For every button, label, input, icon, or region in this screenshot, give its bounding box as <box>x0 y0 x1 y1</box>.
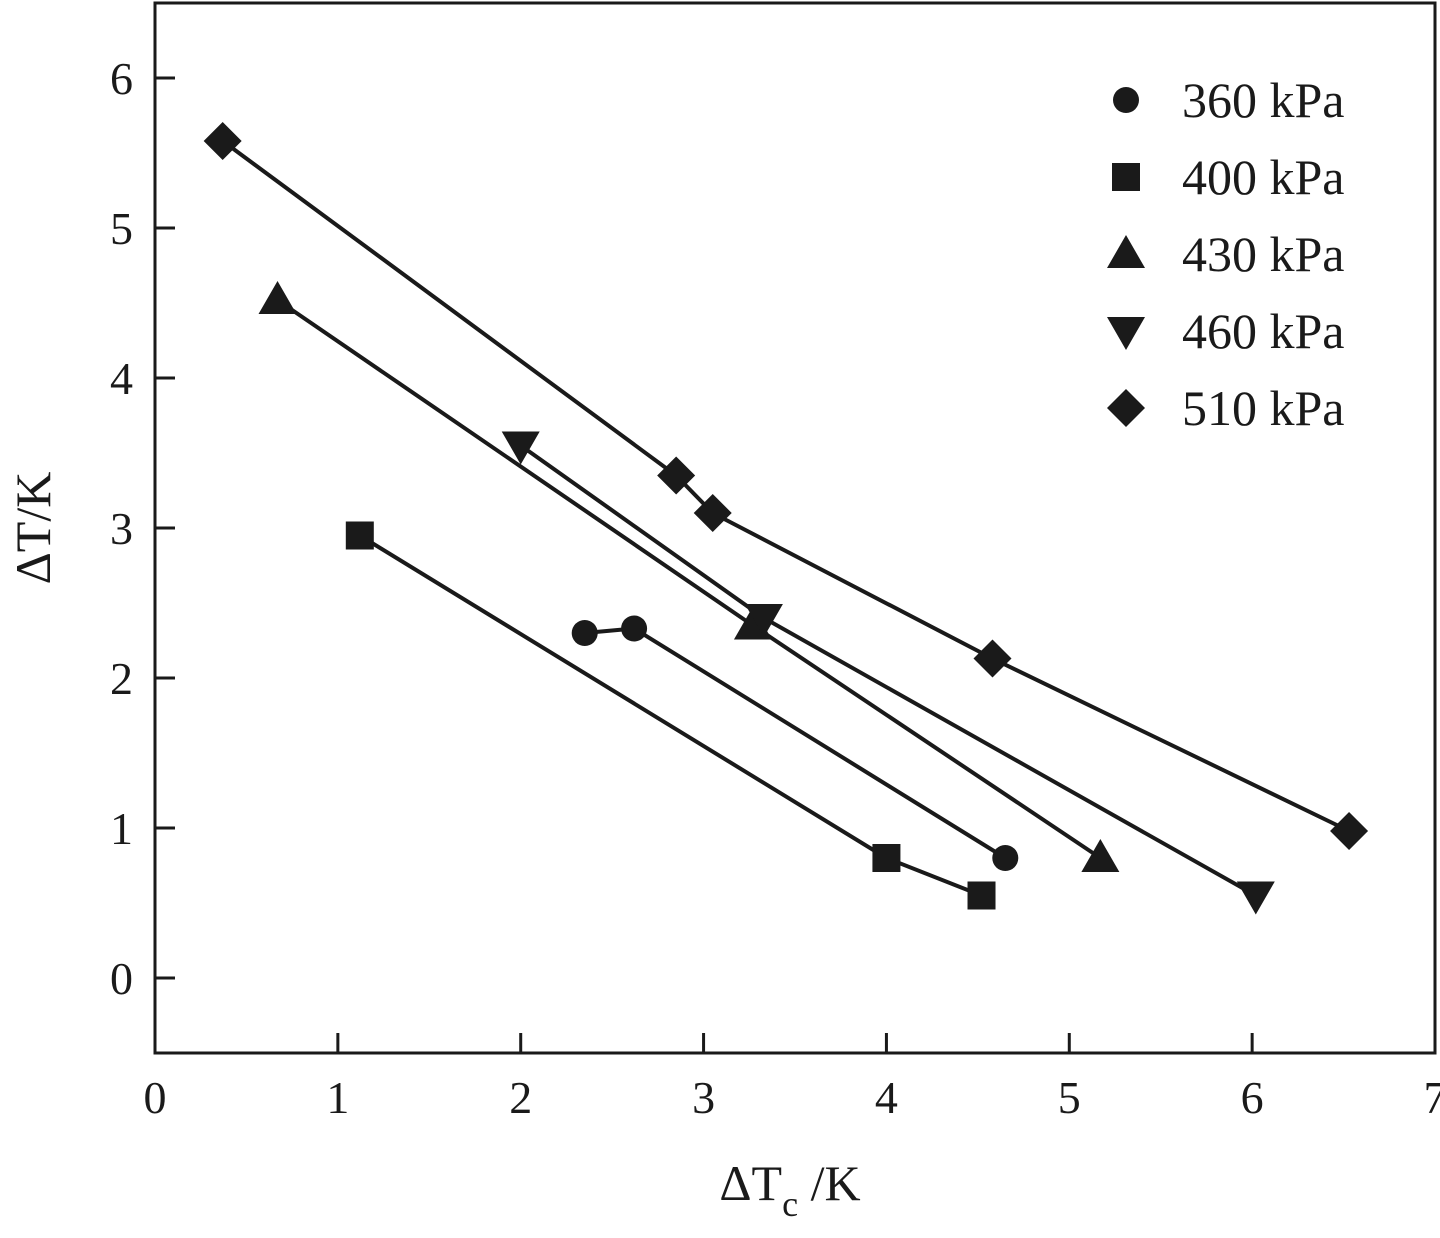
legend-marker <box>1113 87 1139 113</box>
data-point <box>345 521 374 550</box>
series-line-0 <box>584 626 1007 860</box>
data-point <box>621 615 648 642</box>
x-tick-label: 3 <box>692 1072 715 1123</box>
legend-marker <box>1107 235 1145 268</box>
legend-label: 510 kPa <box>1182 380 1345 436</box>
series-line-4 <box>221 139 1350 833</box>
data-point <box>203 122 242 160</box>
legend-label: 460 kPa <box>1182 303 1345 359</box>
y-tick-label: 4 <box>110 353 133 404</box>
x-axis-label-unit: /K <box>798 1155 861 1211</box>
series-line-2 <box>276 298 1102 860</box>
data-point <box>1081 839 1120 872</box>
x-tick-label: 7 <box>1424 1072 1440 1123</box>
data-point <box>744 604 783 637</box>
y-axis-label: ΔT/K <box>5 472 61 585</box>
legend: 360 kPa 400 kPa 430 kPa 460 kPa 510 kPa <box>1107 72 1345 436</box>
x-axis-label: ΔTc /K <box>719 1155 860 1224</box>
legend-marker <box>1107 389 1145 427</box>
y-axis: 0 1 2 3 4 5 6 <box>110 53 175 1004</box>
data-point <box>992 845 1019 871</box>
data-point <box>571 620 598 646</box>
data-point <box>872 844 901 872</box>
y-tick-label: 2 <box>110 653 133 704</box>
data-point <box>973 639 1012 678</box>
legend-marker <box>1107 317 1145 350</box>
legend-label: 430 kPa <box>1182 226 1345 282</box>
x-tick-label: 1 <box>326 1072 349 1123</box>
data-point <box>967 881 996 910</box>
data-point <box>258 281 297 314</box>
data-point <box>693 494 732 532</box>
legend-label: 360 kPa <box>1182 72 1345 128</box>
legend-marker <box>1112 163 1140 191</box>
y-tick-label: 5 <box>110 203 133 254</box>
data-point <box>501 431 540 465</box>
data-point <box>1236 881 1275 915</box>
x-axis-label-sub: c <box>782 1184 798 1224</box>
x-tick-label: 5 <box>1058 1072 1081 1123</box>
data-point <box>1330 812 1369 850</box>
x-tick-label: 0 <box>144 1072 167 1123</box>
x-axis: 0 1 2 3 4 5 6 7 <box>144 1033 1440 1123</box>
series-line-3 <box>519 443 1257 898</box>
y-tick-label: 0 <box>110 953 133 1004</box>
y-tick-label: 3 <box>110 503 133 554</box>
x-tick-label: 4 <box>875 1072 898 1123</box>
data-point <box>657 456 696 495</box>
y-tick-label: 1 <box>110 803 133 854</box>
x-tick-label: 6 <box>1241 1072 1264 1123</box>
series-lines <box>221 139 1350 898</box>
x-axis-label-main: ΔT <box>719 1155 782 1211</box>
legend-label: 400 kPa <box>1182 149 1345 205</box>
series-markers <box>203 122 1369 915</box>
x-tick-label: 2 <box>509 1072 532 1123</box>
y-tick-label: 6 <box>110 53 133 104</box>
